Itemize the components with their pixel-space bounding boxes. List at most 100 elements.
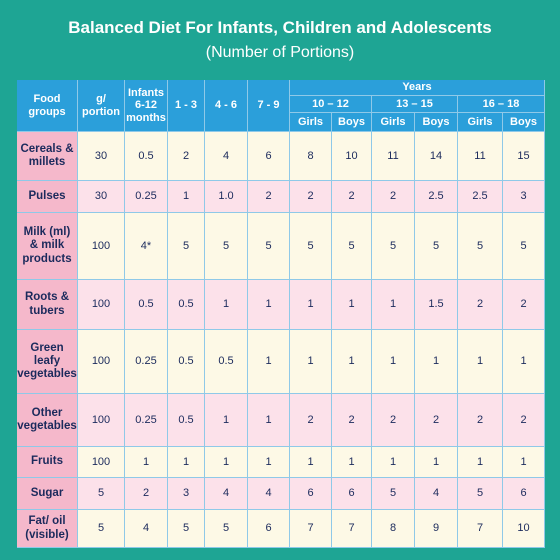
cell: 4 bbox=[125, 510, 168, 548]
cell: 100 bbox=[78, 394, 125, 447]
cell: 5 bbox=[332, 213, 372, 280]
cell: 2.5 bbox=[415, 181, 458, 213]
cell: 2 bbox=[372, 394, 415, 447]
cell: 5 bbox=[78, 510, 125, 548]
cell: 1 bbox=[248, 280, 290, 330]
cell: 5 bbox=[205, 213, 248, 280]
cell: 6 bbox=[248, 132, 290, 181]
cell: 11 bbox=[372, 132, 415, 181]
cell: 1 bbox=[332, 447, 372, 478]
sex-header: Boys bbox=[415, 113, 458, 132]
cell: 1.0 bbox=[205, 181, 248, 213]
cell: 8 bbox=[372, 510, 415, 548]
cell: 2 bbox=[290, 394, 332, 447]
cell: 4 bbox=[248, 478, 290, 510]
cell: 11 bbox=[458, 132, 503, 181]
cell: 1 bbox=[205, 394, 248, 447]
row-label: Fruits bbox=[17, 447, 78, 478]
title: Balanced Diet For Infants, Children and … bbox=[68, 18, 492, 37]
cell: 5 bbox=[248, 213, 290, 280]
cell: 0.5 bbox=[168, 394, 205, 447]
cell: 5 bbox=[168, 213, 205, 280]
cell: 3 bbox=[503, 181, 545, 213]
cell: 1 bbox=[372, 280, 415, 330]
cell: 7 bbox=[458, 510, 503, 548]
cell: 1.5 bbox=[415, 280, 458, 330]
cell: 2 bbox=[458, 394, 503, 447]
cell: 100 bbox=[78, 280, 125, 330]
cell: 0.25 bbox=[125, 181, 168, 213]
cell: 1 bbox=[458, 330, 503, 394]
column-header: 4 - 6 bbox=[205, 80, 248, 132]
cell: 30 bbox=[78, 181, 125, 213]
cell: 1 bbox=[503, 330, 545, 394]
cell: 4 bbox=[205, 132, 248, 181]
cell: 2 bbox=[248, 181, 290, 213]
cell: 2 bbox=[332, 181, 372, 213]
cell: 1 bbox=[332, 280, 372, 330]
cell: 0.5 bbox=[125, 132, 168, 181]
cell: 3 bbox=[168, 478, 205, 510]
cell: 1 bbox=[372, 447, 415, 478]
row-label: Fat/ oil (visible) bbox=[17, 510, 78, 548]
cell: 2 bbox=[503, 394, 545, 447]
row-label: Other vegetables bbox=[17, 394, 78, 447]
cell: 1 bbox=[458, 447, 503, 478]
cell: 0.5 bbox=[205, 330, 248, 394]
cell: 1 bbox=[248, 394, 290, 447]
cell: 5 bbox=[372, 478, 415, 510]
cell: 1 bbox=[248, 330, 290, 394]
age-header: 10 – 12 bbox=[290, 96, 372, 113]
cell: 2.5 bbox=[458, 181, 503, 213]
sex-header: Boys bbox=[332, 113, 372, 132]
cell: 5 bbox=[372, 213, 415, 280]
cell: 0.5 bbox=[125, 280, 168, 330]
cell: 4* bbox=[125, 213, 168, 280]
column-header: Infants 6-12 months bbox=[125, 80, 168, 132]
row-label: Sugar bbox=[17, 478, 78, 510]
cell: 2 bbox=[372, 181, 415, 213]
column-header: Food groups bbox=[17, 80, 78, 132]
cell: 1 bbox=[205, 280, 248, 330]
cell: 1 bbox=[290, 330, 332, 394]
cell: 100 bbox=[78, 330, 125, 394]
cell: 5 bbox=[458, 213, 503, 280]
cell: 100 bbox=[78, 447, 125, 478]
column-header: 1 - 3 bbox=[168, 80, 205, 132]
cell: 5 bbox=[415, 213, 458, 280]
cell: 6 bbox=[290, 478, 332, 510]
cell: 2 bbox=[415, 394, 458, 447]
cell: 1 bbox=[290, 280, 332, 330]
sex-header: Girls bbox=[458, 113, 503, 132]
cell: 6 bbox=[248, 510, 290, 548]
row-label: Roots & tubers bbox=[17, 280, 78, 330]
cell: 5 bbox=[205, 510, 248, 548]
cell: 30 bbox=[78, 132, 125, 181]
column-header: 7 - 9 bbox=[248, 80, 290, 132]
cell: 1 bbox=[205, 447, 248, 478]
cell: 1 bbox=[332, 330, 372, 394]
column-header: g/ portion bbox=[78, 80, 125, 132]
cell: 100 bbox=[78, 213, 125, 280]
cell: 5 bbox=[290, 213, 332, 280]
cell: 9 bbox=[415, 510, 458, 548]
years-header: Years bbox=[290, 80, 545, 96]
cell: 4 bbox=[415, 478, 458, 510]
table: Food groups g/ portion Infants 6-12 months… bbox=[17, 80, 545, 548]
cell: 7 bbox=[290, 510, 332, 548]
row-label: Pulses bbox=[17, 181, 78, 213]
cell: 2 bbox=[290, 181, 332, 213]
age-header: 13 – 15 bbox=[372, 96, 458, 113]
cell: 1 bbox=[290, 447, 332, 478]
cell: 8 bbox=[290, 132, 332, 181]
cell: 4 bbox=[205, 478, 248, 510]
cell: 1 bbox=[168, 447, 205, 478]
cell: 5 bbox=[503, 213, 545, 280]
cell: 2 bbox=[458, 280, 503, 330]
cell: 1 bbox=[503, 447, 545, 478]
cell: 5 bbox=[168, 510, 205, 548]
cell: 2 bbox=[332, 394, 372, 447]
row-label: Milk (ml) & milk products bbox=[17, 213, 78, 280]
cell: 0.25 bbox=[125, 394, 168, 447]
